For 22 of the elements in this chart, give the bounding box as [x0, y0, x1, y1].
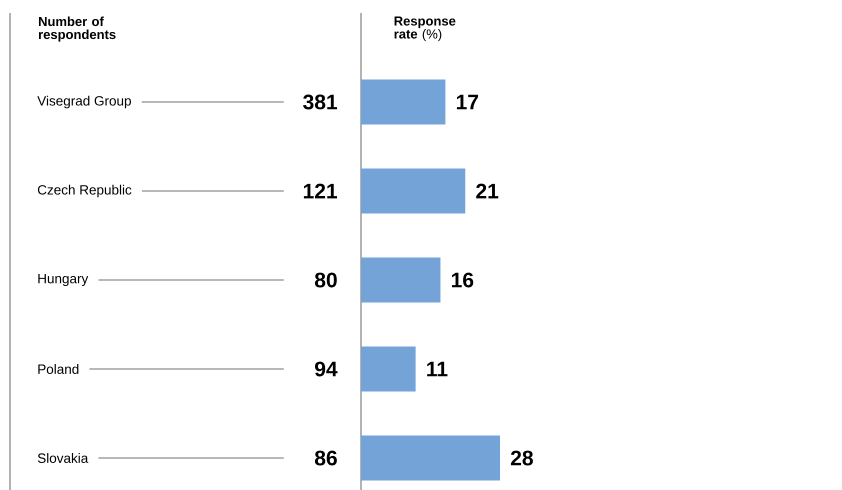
data-label: 80 — [314, 272, 337, 288]
bar — [361, 168, 466, 214]
data-label: 94 — [315, 362, 338, 376]
data-label: 121 — [304, 184, 338, 198]
category-label: Visegrad Group — [37, 96, 131, 108]
data-label: 86 — [314, 450, 337, 466]
data-label: 16 — [452, 272, 474, 288]
text: Number of respondents — [38, 16, 116, 42]
bar — [361, 436, 500, 481]
category-label: Slovakia — [38, 453, 88, 463]
data-label: 11 — [427, 362, 448, 376]
bar — [361, 258, 440, 303]
data-label: 381 — [303, 94, 338, 110]
data-label: 17 — [456, 94, 478, 110]
category-label: Poland — [38, 364, 78, 374]
bar — [361, 346, 416, 392]
data-label: 28 — [510, 450, 533, 466]
category-label: Hungary — [38, 274, 88, 286]
text: Response rate (%) — [394, 16, 456, 42]
category-label: Czech Republic — [38, 184, 132, 198]
data-label: 21 — [476, 184, 498, 198]
bar — [361, 80, 446, 125]
